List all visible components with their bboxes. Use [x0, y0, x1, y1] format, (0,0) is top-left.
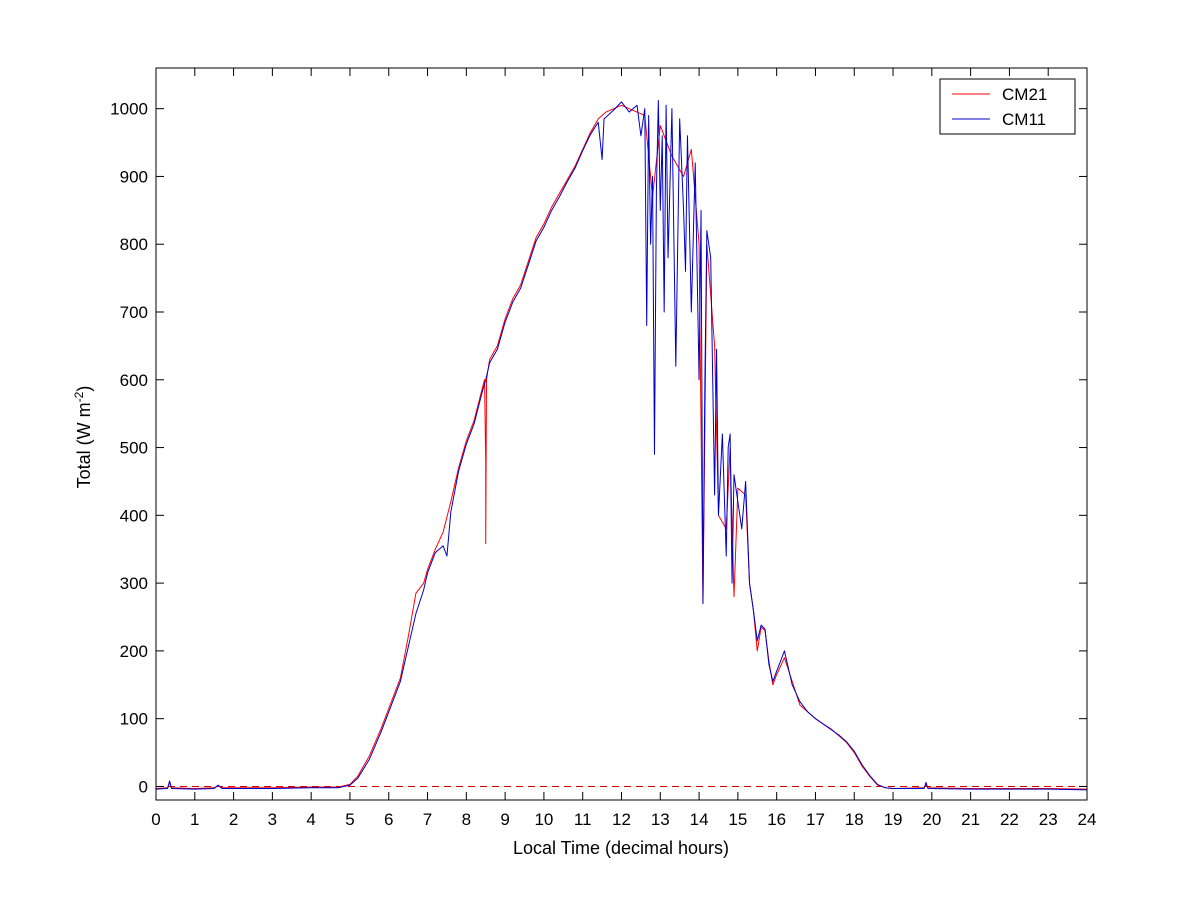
x-tick-label: 9 — [500, 810, 509, 829]
x-tick-label: 16 — [767, 810, 786, 829]
x-tick-label: 15 — [728, 810, 747, 829]
x-axis: 0 1 2 3 4 5 6 7 8 9 10 11 12 13 14 15 16 17 18 19 20 21 22 23 24 — [151, 68, 1096, 829]
y-tick-label: 300 — [120, 574, 148, 593]
y-axis: 0 100 200 300 400 500 600 700 800 900 1000 — [110, 100, 1087, 796]
x-tick-label: 24 — [1078, 810, 1097, 829]
legend-label-cm11: CM11 — [1002, 110, 1046, 129]
x-tick-label: 8 — [462, 810, 471, 829]
y-tick-label: 500 — [120, 439, 148, 458]
x-tick-label: 6 — [384, 810, 393, 829]
plot-layer — [155, 100, 1088, 791]
x-tick-label: 7 — [423, 810, 432, 829]
x-tick-label: 18 — [845, 810, 864, 829]
y-axis-label: Total (W m-2) — [72, 386, 94, 489]
y-tick-label: 900 — [120, 167, 148, 186]
series-line-cm11 — [155, 100, 1088, 791]
y-tick-label: 700 — [120, 303, 148, 322]
x-tick-label: 10 — [534, 810, 553, 829]
x-tick-label: 23 — [1039, 810, 1058, 829]
x-tick-label: 5 — [345, 810, 354, 829]
y-tick-label: 600 — [120, 371, 148, 390]
y-axis-label-close: ) — [74, 386, 94, 392]
y-tick-label: 800 — [120, 235, 148, 254]
x-tick-label: 20 — [922, 810, 941, 829]
x-tick-label: 3 — [268, 810, 277, 829]
x-tick-label: 19 — [884, 810, 903, 829]
x-tick-label: 17 — [806, 810, 825, 829]
x-tick-label: 22 — [1000, 810, 1019, 829]
y-tick-label: 0 — [139, 777, 148, 796]
y-tick-label: 100 — [120, 710, 148, 729]
legend-box — [939, 78, 1076, 135]
y-tick-label: 400 — [120, 506, 148, 525]
x-tick-label: 14 — [690, 810, 709, 829]
x-tick-label: 0 — [151, 810, 160, 829]
y-tick-label: 1000 — [110, 100, 148, 119]
y-axis-label-main: Total (W m — [74, 402, 94, 488]
x-tick-label: 11 — [574, 810, 592, 829]
x-tick-label: 12 — [612, 810, 631, 829]
x-tick-label: 1 — [190, 810, 199, 829]
y-axis-label-exponent: -2 — [72, 391, 86, 402]
y-tick-label: 200 — [120, 642, 148, 661]
x-axis-label: Local Time (decimal hours) — [513, 838, 729, 858]
x-tick-label: 13 — [651, 810, 670, 829]
legend-label-cm21: CM21 — [1002, 85, 1047, 104]
x-tick-label: 4 — [306, 810, 315, 829]
x-tick-label: 2 — [229, 810, 238, 829]
x-tick-label: 21 — [961, 810, 980, 829]
legend: CM21 CM11 — [939, 78, 1076, 135]
